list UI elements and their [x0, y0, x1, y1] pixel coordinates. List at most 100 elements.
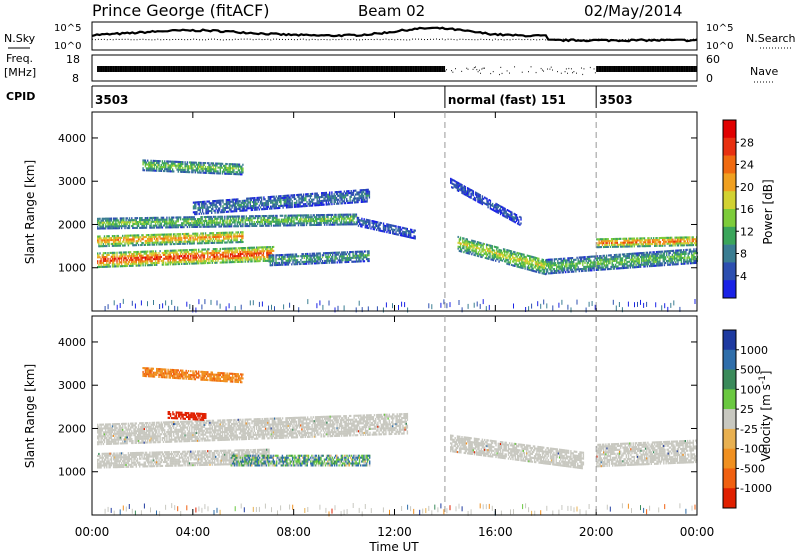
data-cell — [284, 196, 287, 199]
data-cell — [470, 247, 472, 250]
data-cell — [285, 214, 287, 217]
data-cell — [156, 216, 158, 219]
data-cell — [245, 205, 247, 208]
data-cell — [247, 205, 249, 208]
data-cell — [319, 196, 322, 199]
data-cell — [240, 221, 242, 224]
data-cell — [271, 256, 274, 259]
data-cell — [162, 220, 165, 223]
freq-bar — [146, 66, 148, 72]
freq-bar — [397, 66, 399, 72]
data-cell — [326, 199, 329, 202]
data-cell — [240, 235, 242, 238]
data-cell — [160, 164, 162, 167]
data-cell — [264, 246, 267, 249]
data-cell — [132, 264, 134, 267]
freq-bar — [637, 66, 640, 72]
data-cell — [236, 171, 238, 174]
data-cell — [150, 258, 152, 261]
data-cell — [244, 248, 246, 251]
data-cell — [274, 224, 276, 227]
data-cell — [327, 221, 329, 224]
data-cell — [270, 214, 272, 217]
data-cell — [225, 259, 227, 262]
data-cell — [333, 251, 335, 254]
data-cell — [153, 220, 156, 223]
data-cell — [195, 161, 198, 164]
data-cell — [218, 231, 220, 234]
data-cell — [499, 257, 501, 260]
data-cell — [343, 213, 345, 216]
data-cell — [351, 223, 353, 226]
data-cell — [302, 197, 305, 200]
data-cell — [224, 217, 226, 220]
data-cell — [228, 202, 230, 205]
data-cell — [148, 165, 150, 168]
data-cell — [333, 219, 335, 222]
data-cell — [284, 214, 286, 217]
data-cell — [158, 261, 160, 264]
data-cell — [334, 253, 336, 256]
data-cell — [356, 191, 358, 194]
data-cell — [183, 234, 185, 237]
data-cell — [186, 169, 189, 172]
data-cell — [344, 251, 346, 254]
data-cell — [170, 222, 173, 225]
freq-bar — [152, 66, 154, 72]
data-cell — [158, 235, 160, 238]
data-cell — [286, 263, 288, 266]
freq-bar — [119, 66, 122, 72]
data-cell — [283, 222, 285, 225]
freq-bar — [368, 66, 370, 72]
data-cell — [168, 168, 170, 171]
freq-bar — [105, 66, 108, 72]
data-cell — [350, 221, 352, 224]
data-cell — [326, 221, 328, 224]
data-cell — [217, 199, 220, 202]
data-cell — [267, 255, 269, 258]
data-cell — [192, 205, 195, 208]
data-cell — [266, 220, 268, 223]
data-cell — [164, 239, 166, 242]
data-cell — [334, 197, 336, 200]
data-cell — [338, 261, 341, 264]
data-cell — [266, 255, 268, 258]
data-cell — [175, 216, 177, 219]
freq-dot — [573, 70, 575, 73]
data-cell — [267, 203, 270, 206]
data-cell — [173, 255, 175, 258]
data-cell — [298, 255, 300, 258]
data-cell — [280, 201, 282, 204]
data-cell — [126, 236, 128, 239]
data-cell — [111, 259, 114, 262]
data-cell — [230, 208, 232, 211]
data-cell — [269, 220, 271, 223]
data-cell — [182, 233, 184, 236]
data-cell — [308, 198, 310, 201]
data-cell — [246, 225, 249, 228]
data-cell — [223, 261, 225, 264]
data-cell — [216, 257, 218, 260]
data-cell — [237, 221, 240, 224]
data-cell — [102, 217, 105, 220]
data-cell — [170, 170, 173, 173]
data-cell — [268, 251, 270, 254]
data-cell — [215, 166, 217, 169]
data-cell — [128, 223, 131, 226]
data-cell — [301, 214, 303, 217]
data-cell — [334, 221, 336, 224]
data-cell — [463, 241, 465, 244]
data-cell — [156, 252, 158, 255]
freq-bar — [138, 66, 141, 72]
data-cell — [315, 262, 317, 265]
data-cell — [316, 214, 318, 217]
data-cell — [327, 219, 329, 222]
data-cell — [253, 254, 255, 257]
data-cell — [192, 222, 194, 225]
data-cell — [285, 198, 288, 201]
data-cell — [112, 244, 115, 247]
data-cell — [242, 215, 244, 218]
data-cell — [234, 251, 236, 254]
data-cell — [350, 223, 352, 226]
data-cell — [224, 251, 226, 254]
